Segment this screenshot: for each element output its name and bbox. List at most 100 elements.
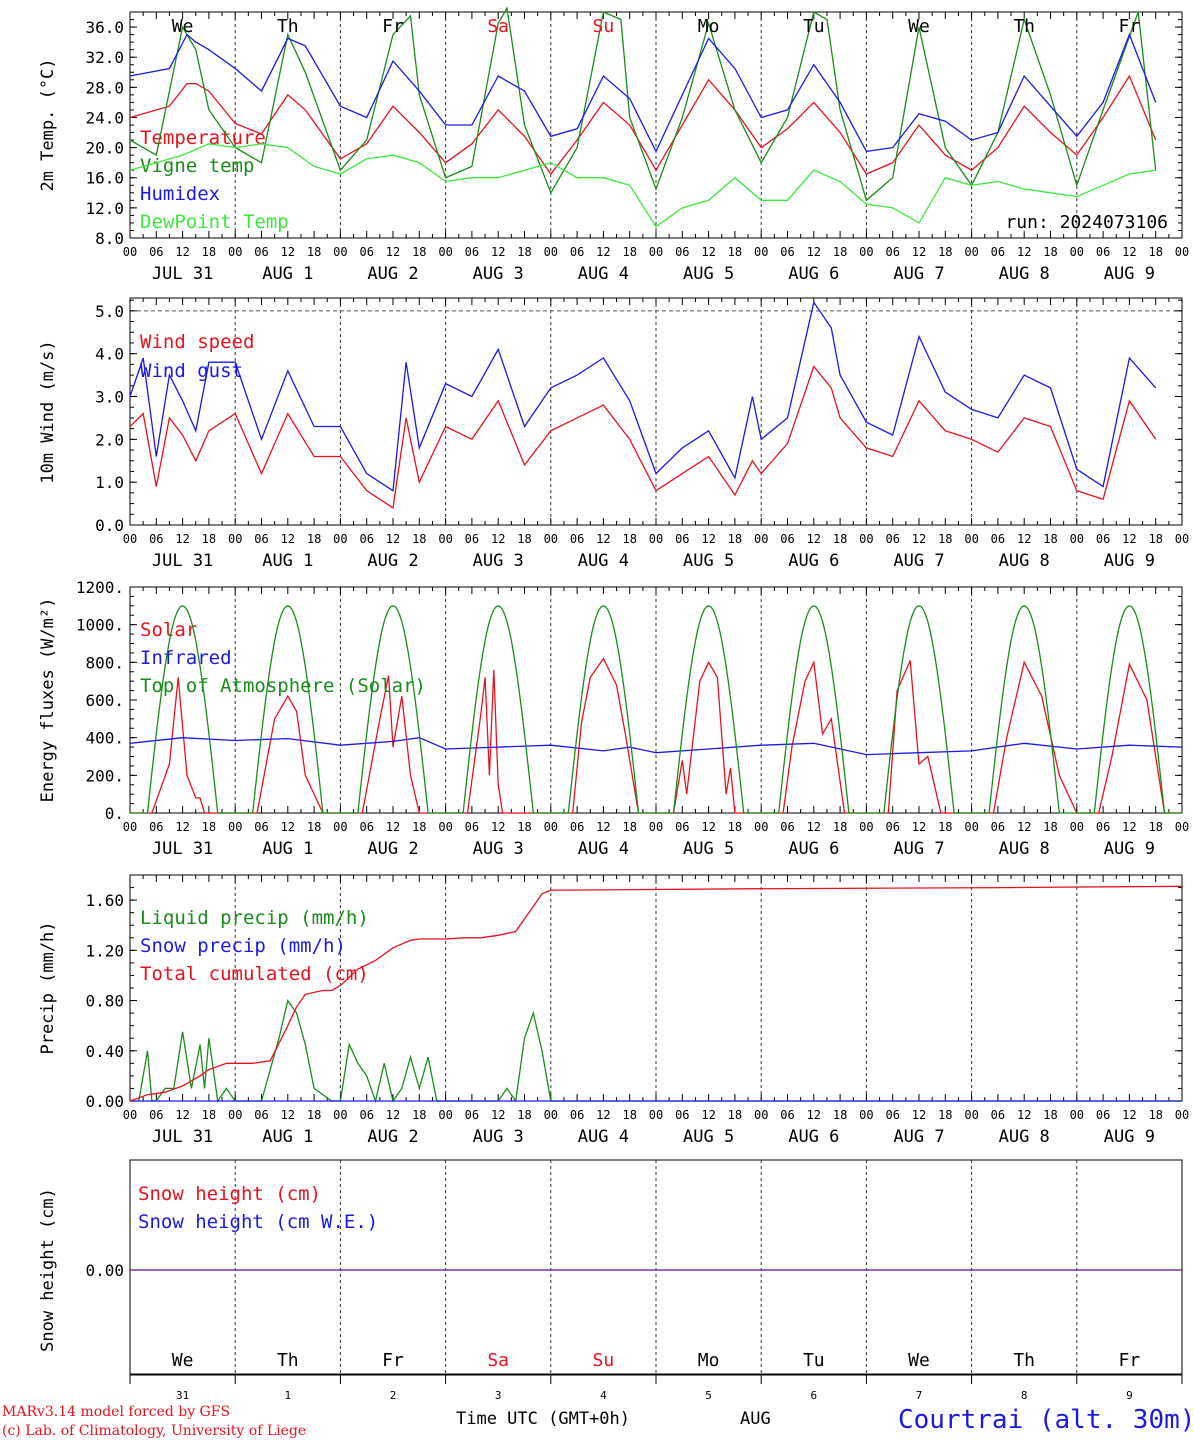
date-label: AUG 1 [262,551,313,571]
legend-label: Temperature [140,127,266,149]
legend-label: Total cumulated (cm) [140,963,369,985]
month-label: AUG [740,1409,771,1429]
x-tick-label: 12 [701,820,715,834]
x-tick-label: 00 [859,820,873,834]
y-tick-label: 600. [85,691,124,710]
y-tick-label: 200. [85,766,124,785]
date-label: JUL 31 [152,551,213,571]
x-tick-label: 18 [202,820,216,834]
day-number: 6 [810,1389,817,1402]
x-tick-label: 18 [833,820,847,834]
weekday-label: We [908,16,930,37]
x-tick-label: 00 [123,532,137,546]
legend-label: DewPoint Temp [140,211,289,233]
series-line-temperature [129,74,1157,176]
x-tick-label: 00 [228,532,242,546]
x-tick-label: 12 [807,1108,821,1122]
x-tick-label: 00 [438,532,452,546]
x-tick-label: 12 [912,532,926,546]
date-label: AUG 4 [578,264,629,284]
date-label: JUL 31 [152,264,213,284]
x-tick-label: 06 [991,820,1005,834]
y-tick-label: 0.00 [85,1092,124,1111]
x-tick-label: 12 [701,245,715,259]
x-tick-label: 18 [728,532,742,546]
x-tick-label: 06 [570,1108,584,1122]
x-tick-label: 12 [807,820,821,834]
y-tick-label: 1.60 [85,891,124,910]
x-tick-label: 00 [754,820,768,834]
x-tick-label: 12 [386,820,400,834]
date-label: AUG 8 [999,839,1050,859]
x-tick-label: 18 [412,245,426,259]
date-label: JUL 31 [152,1127,213,1147]
y-axis-label: Precip (mm/h) [38,921,58,1054]
x-tick-label: 18 [412,1108,426,1122]
date-label: AUG 5 [683,839,734,859]
x-tick-label: 06 [780,1108,794,1122]
x-tick-label: 06 [570,245,584,259]
weekday-label: We [172,1350,194,1371]
series-line-solar [130,657,1182,814]
day-number: 2 [390,1389,397,1402]
x-tick-label: 12 [596,1108,610,1122]
x-tick-label: 18 [728,820,742,834]
x-tick-label: 00 [333,245,347,259]
run-label: run: 2024073106 [1005,212,1168,233]
x-tick-label: 06 [254,532,268,546]
x-tick-label: 00 [123,1108,137,1122]
legend-label: Humidex [140,183,220,205]
x-tick-label: 12 [491,1108,505,1122]
x-tick-label: 18 [1043,532,1057,546]
legend-label: Liquid precip (mm/h) [140,907,369,929]
x-tick-label: 00 [123,245,137,259]
x-tick-label: 00 [649,532,663,546]
y-tick-label: 8.0 [95,229,124,248]
day-number: 8 [1021,1389,1028,1402]
x-tick-label: 06 [570,532,584,546]
y-tick-label: 0.40 [85,1042,124,1061]
y-tick-label: 4.0 [95,345,124,364]
x-tick-label: 18 [202,245,216,259]
x-tick-label: 12 [175,532,189,546]
x-tick-label: 06 [570,820,584,834]
x-tick-label: 18 [1148,245,1162,259]
legend-label: Snow height (cm W.E.) [138,1211,378,1233]
x-tick-label: 06 [991,532,1005,546]
day-number: 3 [495,1389,502,1402]
series-line-top-of-atmosphere-solar- [130,605,1182,814]
date-label: AUG 4 [578,839,629,859]
snow-panel: 0.00 Snow height (cm) Snow height (cm) Snow… [38,1159,1183,1402]
weekday-label: Mo [698,1350,720,1371]
x-tick-label: 18 [517,245,531,259]
x-tick-label: 06 [254,1108,268,1122]
x-tick-label: 00 [1070,820,1084,834]
weekday-label: Th [277,16,299,37]
x-tick-label: 00 [544,532,558,546]
date-label: AUG 9 [1104,1127,1155,1147]
x-tick-label: 00 [649,1108,663,1122]
x-tick-label: 18 [833,532,847,546]
x-tick-label: 18 [517,1108,531,1122]
x-tick-label: 00 [333,820,347,834]
x-tick-label: 18 [1148,532,1162,546]
x-tick-label: 18 [833,1108,847,1122]
date-label: AUG 9 [1104,264,1155,284]
date-label: AUG 3 [473,551,524,571]
weekday-label: We [908,1350,930,1371]
x-tick-label: 06 [149,245,163,259]
x-tick-label: 06 [149,532,163,546]
series-line-total-cumulated-cm- [129,885,1183,1102]
legend-label: Snow height (cm) [138,1183,321,1205]
date-label: AUG 3 [473,1127,524,1147]
y-tick-label: 12.0 [85,199,124,218]
x-tick-label: 18 [622,820,636,834]
x-tick-label: 06 [780,820,794,834]
date-label: AUG 9 [1104,839,1155,859]
x-tick-label: 00 [438,1108,452,1122]
x-tick-label: 06 [885,1108,899,1122]
day-number: 1 [284,1389,291,1402]
x-tick-label: 12 [491,532,505,546]
x-tick-label: 18 [833,245,847,259]
x-tick-label: 18 [1148,820,1162,834]
